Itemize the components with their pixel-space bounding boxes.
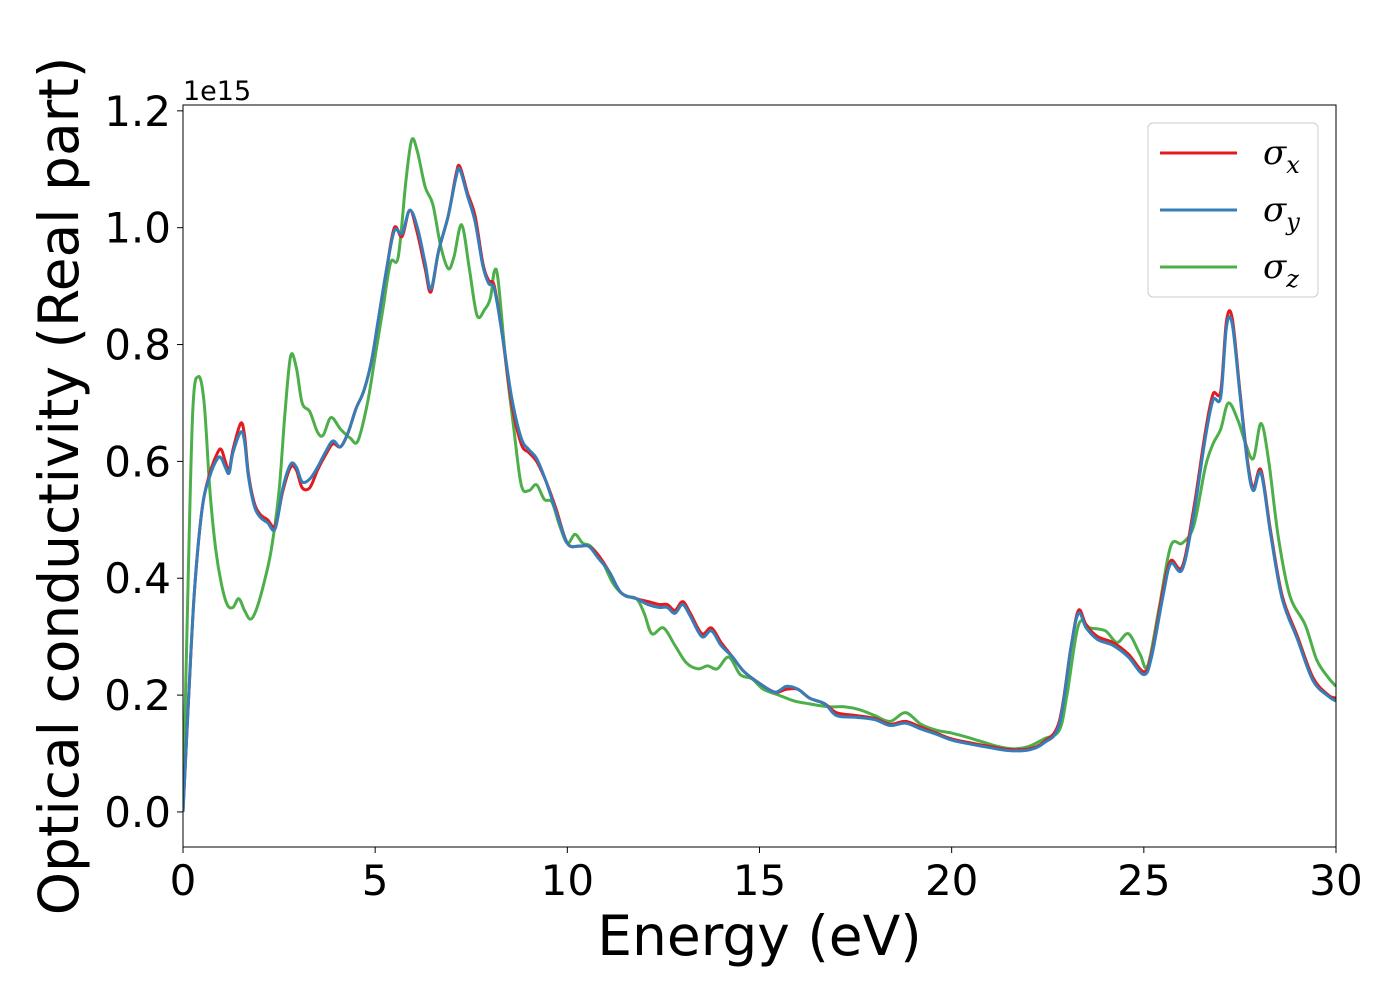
x-tick-label: 25 (1117, 856, 1170, 905)
legend-symbol: σ (1263, 133, 1287, 173)
x-tick-label: 15 (733, 856, 786, 905)
legend-subscript: x (1286, 151, 1300, 179)
x-axis-title: Energy (eV) (597, 904, 921, 968)
x-tick-label: 20 (925, 856, 978, 905)
legend-symbol: σ (1263, 190, 1287, 230)
legend-label-y: σy (1263, 190, 1300, 236)
x-tick-label: 5 (362, 856, 389, 905)
y-tick-label: 0.4 (104, 554, 171, 603)
legend-subscript: z (1285, 265, 1299, 293)
legend-subscript: y (1285, 208, 1300, 236)
tick-layer: 0 5 10 15 20 25 30 0.0 0.2 0.4 0.6 0.8 1.0 1.2 (104, 87, 1363, 905)
y-axis-title: Optical conductivity (Real part) (27, 57, 91, 916)
y-tick-label: 0.6 (104, 437, 171, 486)
series-line-y (183, 166, 1336, 813)
legend-label-z: σz (1263, 247, 1299, 293)
y-axis-offset-label: 1e15 (183, 76, 251, 107)
x-tick-label: 0 (170, 856, 197, 905)
legend-symbol: σ (1263, 247, 1287, 287)
y-tick-label: 0.8 (104, 321, 171, 370)
legend-label-x: σx (1263, 133, 1300, 179)
y-tick-label: 0.2 (104, 671, 171, 720)
x-tick-label: 30 (1309, 856, 1362, 905)
y-tick-label: 0.0 (104, 788, 171, 837)
x-tick-label: 10 (541, 856, 594, 905)
series-layer (183, 137, 1336, 813)
y-tick-label: 1.2 (104, 87, 171, 136)
axes-frame (182, 104, 1337, 848)
y-tick-label: 1.0 (104, 204, 171, 253)
